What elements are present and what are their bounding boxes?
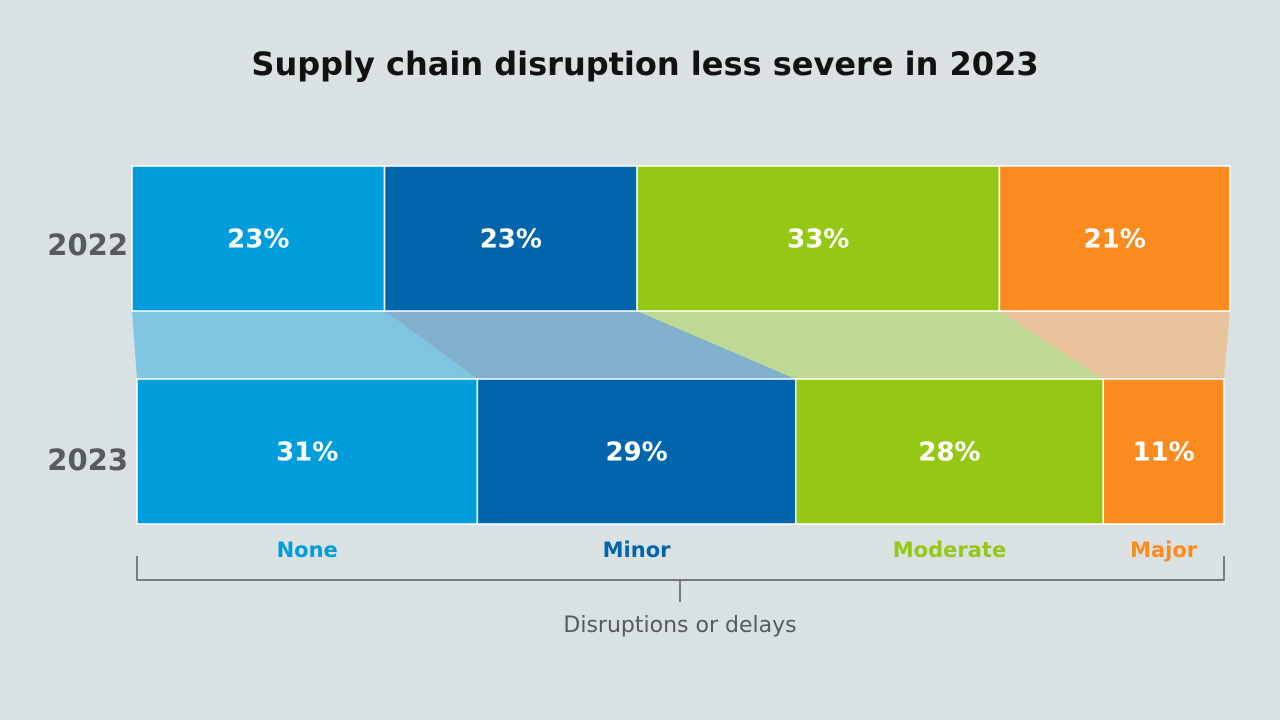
category-label-minor: Minor bbox=[603, 538, 671, 562]
value-label-2022-moderate: 33% bbox=[787, 225, 849, 255]
bar-2022-none bbox=[131, 165, 386, 312]
band-major bbox=[999, 311, 1230, 379]
value-label-2023-moderate: 28% bbox=[918, 438, 980, 468]
category-label-major: Major bbox=[1130, 538, 1198, 562]
category-label-none: None bbox=[277, 538, 338, 562]
band-moderate bbox=[637, 311, 1104, 379]
axis-bracket bbox=[136, 556, 1225, 602]
category-labels: None Minor Moderate Major bbox=[277, 538, 1198, 562]
value-label-2023-major: 11% bbox=[1132, 438, 1194, 468]
year-label-2023: 2023 bbox=[47, 443, 128, 477]
category-label-moderate: Moderate bbox=[893, 538, 1006, 562]
band-none bbox=[132, 311, 478, 379]
bar-2022-major bbox=[998, 165, 1231, 312]
bars: 23% 31% 23% 29% 33% 28% 21% 11% bbox=[131, 165, 1231, 525]
bar-2022-moderate bbox=[636, 165, 1001, 312]
value-label-2022-minor: 23% bbox=[480, 225, 542, 255]
band-minor bbox=[384, 311, 796, 379]
bar-2022-minor bbox=[383, 165, 638, 312]
transition-bands bbox=[132, 311, 1230, 379]
bar-2023-minor bbox=[476, 378, 797, 525]
value-label-2022-major: 21% bbox=[1084, 225, 1146, 255]
bar-2023-none bbox=[136, 378, 479, 525]
value-label-2022-none: 23% bbox=[227, 225, 289, 255]
bar-2023-major bbox=[1102, 378, 1225, 525]
chart-title: Supply chain disruption less severe in 2… bbox=[251, 45, 1038, 83]
bar-2023-moderate bbox=[795, 378, 1104, 525]
value-label-2023-none: 31% bbox=[276, 438, 338, 468]
x-axis-label: Disruptions or delays bbox=[563, 613, 796, 638]
year-label-2022: 2022 bbox=[47, 228, 128, 262]
value-label-2023-minor: 29% bbox=[605, 438, 667, 468]
